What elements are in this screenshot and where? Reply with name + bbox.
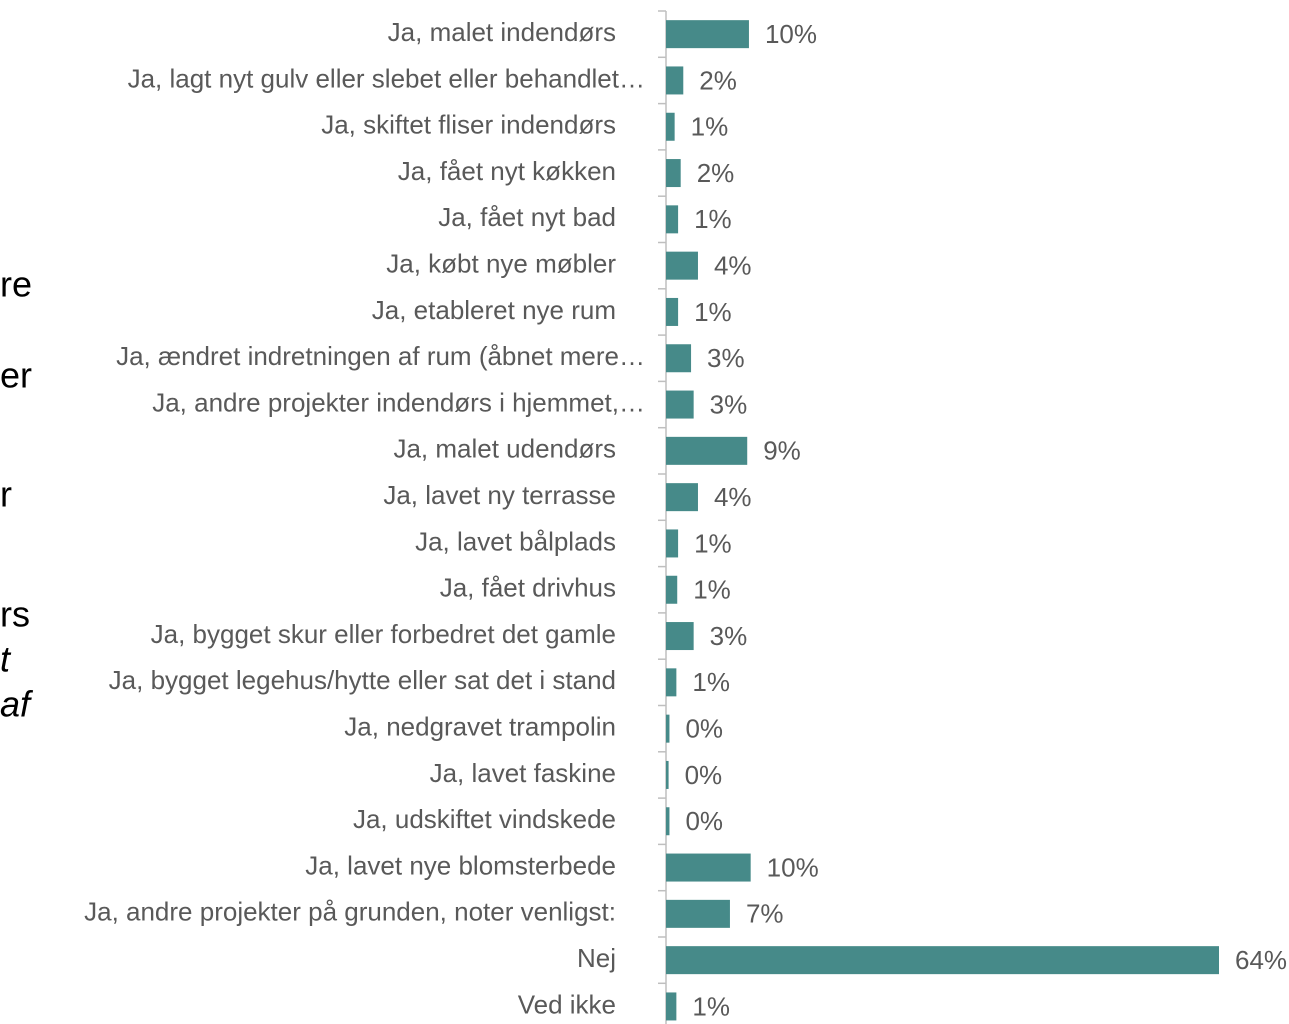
category-label: Ja, skiftet fliser indendørs xyxy=(321,110,616,140)
category-label: Ja, ændret indretningen af rum (åbnet me… xyxy=(116,341,645,371)
background-text: er xyxy=(0,355,32,396)
bar xyxy=(666,297,679,326)
data-label: 0% xyxy=(685,760,723,790)
category-label: Ja, købt nye møbler xyxy=(386,249,616,279)
data-label: 4% xyxy=(714,251,752,281)
data-label: 2% xyxy=(699,65,737,95)
bar xyxy=(666,20,749,49)
category-label: Ja, lavet faskine xyxy=(430,758,616,788)
data-label: 1% xyxy=(692,667,730,697)
category-label: Ja, lavet nye blomsterbede xyxy=(305,850,616,880)
bar xyxy=(666,668,677,697)
category-label: Ja, etableret nye rum xyxy=(372,295,616,325)
data-label: 1% xyxy=(691,112,729,142)
data-label: 7% xyxy=(746,899,784,929)
category-label: Ja, fået nyt køkken xyxy=(398,156,616,186)
data-label: 1% xyxy=(693,575,731,605)
data-label: 2% xyxy=(697,158,735,188)
bar xyxy=(666,992,677,1021)
category-label: Ved ikke xyxy=(518,989,616,1019)
bar xyxy=(666,483,698,512)
background-text: rs xyxy=(0,594,30,635)
data-label: 1% xyxy=(694,528,732,558)
data-label: 1% xyxy=(694,297,732,327)
background-text: r xyxy=(0,474,12,515)
category-label: Nej xyxy=(577,943,616,973)
category-label: Ja, fået drivhus xyxy=(440,573,616,603)
data-label: 1% xyxy=(694,204,732,234)
bar xyxy=(666,344,692,373)
data-label: 3% xyxy=(710,389,748,419)
data-label: 3% xyxy=(707,343,745,373)
bar xyxy=(666,853,751,882)
bar xyxy=(666,112,675,141)
data-label: 1% xyxy=(692,991,730,1021)
category-label: Ja, andre projekter på grunden, noter ve… xyxy=(84,897,616,927)
data-label: 10% xyxy=(765,19,817,49)
data-label: 10% xyxy=(767,852,819,882)
background-text: re xyxy=(0,264,32,305)
bar xyxy=(666,159,681,188)
category-label: Ja, nedgravet trampolin xyxy=(344,712,616,742)
category-label: Ja, lavet bålplads xyxy=(415,526,616,556)
bar xyxy=(666,946,1219,975)
category-label: Ja, malet udendørs xyxy=(393,434,616,464)
bar xyxy=(666,575,678,604)
bar xyxy=(666,251,698,280)
bar xyxy=(666,760,669,789)
category-label: Ja, udskiftet vindskede xyxy=(353,804,616,834)
bar xyxy=(666,622,694,651)
bar xyxy=(666,529,679,558)
bar xyxy=(666,436,748,465)
category-label: Ja, bygget skur eller forbedret det gaml… xyxy=(151,619,616,649)
data-label: 64% xyxy=(1235,945,1287,975)
data-label: 9% xyxy=(763,436,801,466)
background-text: t xyxy=(0,639,12,680)
category-label: Ja, andre projekter indendørs i hjemmet,… xyxy=(152,387,645,417)
category-label: Ja, fået nyt bad xyxy=(438,202,616,232)
data-label: 4% xyxy=(714,482,752,512)
bar xyxy=(666,390,694,419)
category-label: Ja, bygget legehus/hytte eller sat det i… xyxy=(109,665,616,695)
category-label: Ja, lavet ny terrasse xyxy=(383,480,616,510)
bar xyxy=(666,714,670,743)
data-label: 0% xyxy=(685,806,723,836)
category-label: Ja, lagt nyt gulv eller slebet eller beh… xyxy=(128,63,645,93)
bar xyxy=(666,899,730,928)
category-label: Ja, malet indendørs xyxy=(388,17,616,47)
bar xyxy=(666,66,684,95)
bar xyxy=(666,205,679,234)
background-text: af xyxy=(0,684,34,725)
data-label: 3% xyxy=(710,621,748,651)
data-label: 0% xyxy=(685,714,723,744)
bar xyxy=(666,807,670,836)
